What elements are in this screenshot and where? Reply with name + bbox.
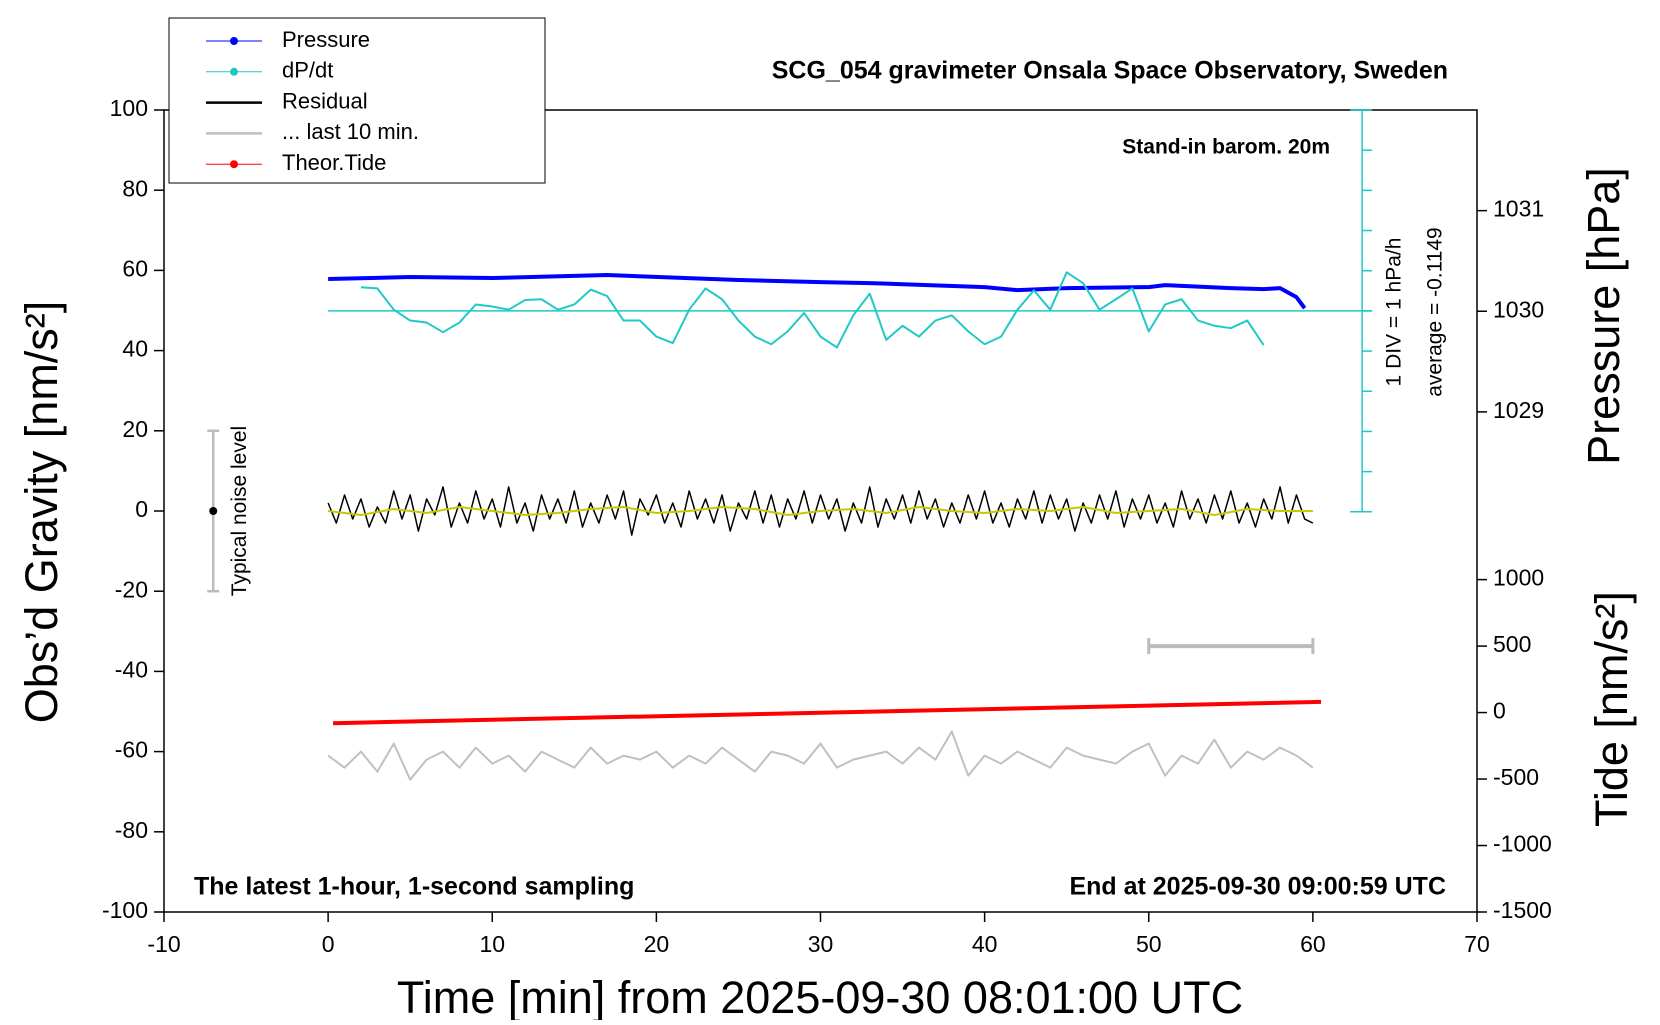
x-tick-label: 50 — [1136, 931, 1162, 957]
x-tick-label: -10 — [147, 931, 180, 957]
legend-label: ... last 10 min. — [282, 119, 419, 144]
y3-tick-label: 1000 — [1493, 565, 1544, 591]
legend-label: Theor.Tide — [282, 150, 386, 175]
y-tick-label: 80 — [122, 175, 148, 201]
annotation: average = -0.1149 — [1424, 227, 1447, 397]
y2-tick-label: 1030 — [1493, 296, 1544, 322]
legend-box — [168, 17, 546, 184]
legend-marker — [230, 160, 238, 169]
legend-marker — [230, 37, 238, 45]
x-tick-label: 20 — [644, 931, 670, 957]
series-line — [333, 699, 1322, 726]
y-tick-label: 20 — [122, 416, 148, 442]
x-tick-label: 40 — [972, 931, 998, 957]
y-tick-label: -60 — [115, 737, 148, 763]
annotation: End at 2025-09-30 09:00:59 UTC — [1069, 873, 1446, 901]
y3-tick-label: -1500 — [1493, 897, 1552, 923]
x-tick-label: 10 — [479, 931, 505, 957]
series-line — [328, 273, 1307, 310]
legend-label: Residual — [282, 88, 368, 113]
x-tick-label: 30 — [808, 931, 834, 957]
series-line — [360, 271, 1265, 349]
y-tick-label: 60 — [122, 255, 148, 281]
y2-axis-label: Pressure [hPa] — [1578, 167, 1629, 465]
series-line — [327, 486, 1314, 536]
y-tick-label: -80 — [115, 817, 148, 843]
legend-label: dP/dt — [282, 58, 333, 83]
y-tick-label: 40 — [122, 336, 148, 362]
y-tick-label: 100 — [110, 95, 148, 121]
y-tick-label: -100 — [102, 897, 148, 923]
y-tick-label: 0 — [135, 496, 148, 522]
legend: Pressure dP/dt Residual ... last 10 min. The… — [168, 17, 546, 184]
y3-axis-label: Tide [nm/s²] — [1586, 591, 1637, 827]
y-tick-label: -40 — [115, 656, 148, 682]
x-tick-label: 0 — [322, 931, 335, 957]
plot-area: -10 0 10 20 30 40 50 60 70-100-80-60-40-20020406… — [102, 95, 1552, 957]
y-axis-label: Obs’d Gravity [nm/s²] — [16, 301, 67, 724]
y3-tick-label: -500 — [1493, 764, 1539, 790]
legend-marker — [230, 67, 238, 76]
x-axis-label: Time [min] from 2025-09-30 08:01:00 UTC — [397, 972, 1243, 1020]
noise-label: Typical noise level — [228, 426, 251, 596]
y-tick-label: -20 — [115, 576, 148, 602]
y2-tick-label: 1031 — [1493, 196, 1544, 222]
y2-tick-label: 1029 — [1493, 397, 1544, 423]
chart-title: SCG_054 gravimeter Onsala Space Observat… — [772, 57, 1448, 85]
y3-tick-label: 500 — [1493, 631, 1531, 657]
y3-tick-label: -1000 — [1493, 831, 1552, 857]
annotation: The latest 1-hour, 1-second sampling — [194, 873, 634, 901]
x-tick-label: 70 — [1464, 931, 1490, 957]
subtitle: Stand-in barom. 20m — [1122, 136, 1330, 159]
y3-tick-label: 0 — [1493, 698, 1506, 724]
noise-center — [209, 507, 218, 515]
series-line — [328, 505, 1313, 517]
x-tick-label: 60 — [1300, 931, 1326, 957]
y4-axis-label: 1 DIV = 1 hPa/h — [1383, 238, 1406, 387]
series-line — [327, 730, 1314, 781]
legend-label: Pressure — [282, 27, 370, 52]
